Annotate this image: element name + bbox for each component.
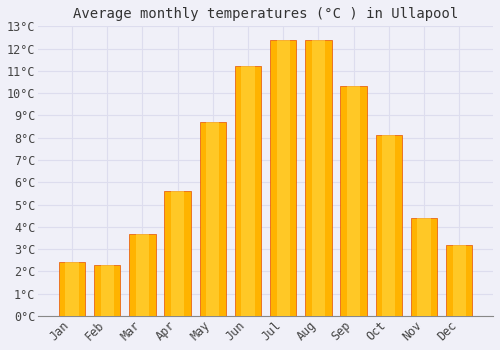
Bar — [59, 262, 86, 316]
Bar — [347, 86, 360, 316]
Bar — [340, 86, 367, 316]
Title: Average monthly temperatures (°C ) in Ullapool: Average monthly temperatures (°C ) in Ul… — [73, 7, 458, 21]
Bar — [100, 265, 114, 316]
Bar — [200, 122, 226, 316]
Bar — [235, 66, 261, 316]
Bar — [382, 135, 396, 316]
Bar — [164, 191, 191, 316]
Bar — [418, 218, 430, 316]
Bar — [276, 40, 290, 316]
Bar — [452, 245, 466, 316]
Bar — [376, 135, 402, 316]
Bar — [270, 40, 296, 316]
Bar — [136, 233, 149, 316]
Bar — [446, 245, 472, 316]
Bar — [242, 66, 254, 316]
Bar — [305, 40, 332, 316]
Bar — [411, 218, 437, 316]
Bar — [171, 191, 184, 316]
Bar — [94, 265, 120, 316]
Bar — [130, 233, 156, 316]
Bar — [312, 40, 325, 316]
Bar — [66, 262, 78, 316]
Bar — [206, 122, 220, 316]
